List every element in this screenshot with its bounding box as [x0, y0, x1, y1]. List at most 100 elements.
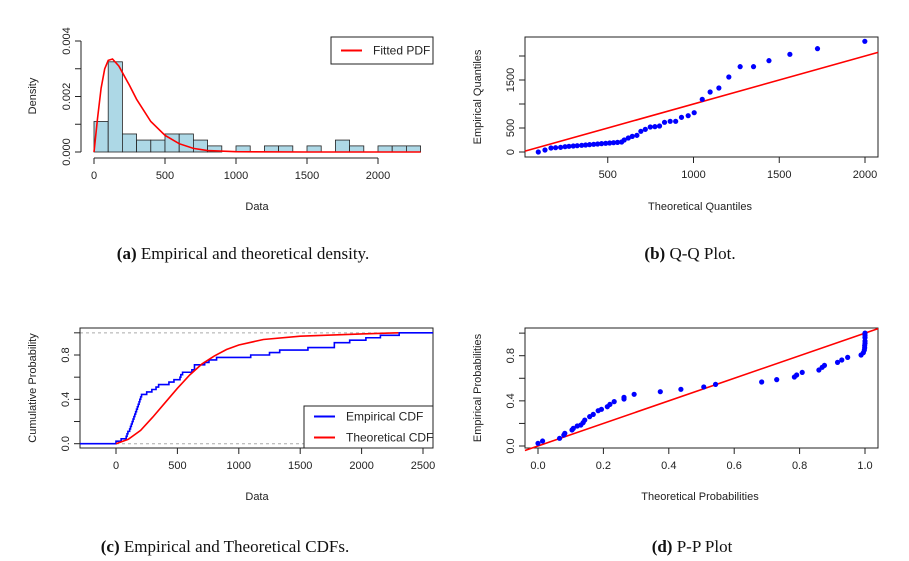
qq-point — [614, 139, 621, 145]
pp-point — [582, 417, 588, 423]
histogram-bar — [405, 145, 421, 153]
pp-point — [657, 389, 663, 395]
x-tick-label: 2000 — [349, 460, 373, 472]
qq-point — [750, 64, 757, 70]
x-tick-label: 0.4 — [661, 460, 676, 472]
qq-point — [656, 123, 663, 129]
histogram-bar — [207, 145, 223, 153]
panel-a-caption: (a) Empirical and theoretical density. — [117, 244, 369, 263]
qq-point — [685, 113, 691, 119]
panel-a-legend: Fitted PDF — [330, 36, 434, 65]
qq-point — [787, 51, 793, 57]
qq-point — [607, 140, 613, 146]
qq-point — [647, 124, 653, 130]
panel-a-axes: 0 500 1000 1500 2000 0.000 0.002 0.004 — [61, 27, 390, 182]
panel-a-histogram — [93, 61, 421, 153]
pp-reference-line — [524, 327, 879, 452]
panel-c-plot-box — [79, 327, 434, 449]
qq-point — [586, 142, 593, 148]
qq-point — [625, 135, 631, 141]
x-tick-label: 500 — [156, 170, 174, 182]
y-tick-label: 500 — [505, 119, 517, 137]
y-tick-label: 0.004 — [61, 27, 73, 55]
panel-b-points — [535, 38, 868, 155]
histogram-bar — [306, 145, 322, 153]
y-tick-label: 0.002 — [61, 83, 73, 111]
qq-point — [707, 89, 713, 95]
pp-point — [712, 381, 719, 387]
pp-point — [845, 354, 851, 360]
x-tick-label: 0.2 — [596, 460, 611, 472]
histogram-bar — [150, 139, 166, 153]
x-tick-label: 1000 — [224, 170, 248, 182]
qq-point — [667, 118, 673, 124]
y-tick-label: 0.4 — [60, 392, 72, 407]
panel-c-legend: Empirical CDF Theoretical CDF — [303, 405, 434, 449]
y-tick-label: 0 — [505, 149, 517, 155]
pp-point — [794, 372, 800, 378]
qq-point — [557, 144, 564, 150]
pp-point — [701, 384, 707, 390]
qq-point — [621, 137, 627, 143]
panel-c-ylabel: Cumulative Probability — [27, 333, 39, 443]
histogram-bar — [278, 145, 294, 153]
x-tick-label: 0.0 — [530, 460, 545, 472]
pp-point — [678, 386, 684, 392]
x-tick-label: 0 — [91, 170, 97, 182]
panel-d-points — [535, 330, 868, 446]
y-tick-label: 0.8 — [60, 347, 72, 362]
legend-label: Theoretical CDF — [346, 431, 433, 445]
empirical-cdf-line — [80, 332, 433, 445]
legend-label: Empirical CDF — [346, 410, 423, 424]
panel-b-caption-text: Q-Q Plot. — [665, 244, 735, 263]
qq-point — [591, 141, 597, 147]
x-tick-label: 0 — [113, 460, 119, 472]
qq-point — [699, 96, 705, 102]
qq-point — [766, 58, 772, 64]
histogram-bar — [122, 133, 138, 153]
pp-point — [821, 362, 828, 369]
panel-c-caption: (c) Empirical and Theoretical CDFs. — [101, 537, 349, 556]
x-tick-label: 2000 — [366, 170, 390, 182]
qq-point — [661, 119, 668, 125]
qq-point — [652, 124, 658, 130]
y-tick-label: 0.4 — [505, 393, 517, 408]
panel-b-xlabel: Theoretical Quantiles — [648, 201, 752, 213]
panel-c-xlabel: Data — [245, 491, 269, 503]
x-tick-label: 500 — [599, 169, 617, 181]
histogram-bar — [334, 139, 350, 153]
pp-point — [539, 438, 546, 444]
pp-point — [570, 425, 576, 431]
pp-point — [799, 369, 805, 376]
panel-d-xlabel: Theoretical Probabilities — [641, 491, 759, 503]
y-tick-label: 1500 — [505, 68, 517, 92]
qq-point — [673, 118, 679, 124]
legend-label: Fitted PDF — [373, 44, 430, 58]
histogram-bar — [136, 139, 152, 153]
pp-point — [862, 330, 868, 336]
qq-point — [542, 147, 548, 153]
panel-b-plot-box — [524, 36, 879, 158]
qq-point — [629, 133, 635, 139]
panel-a-ylabel: Density — [27, 77, 39, 114]
pp-point — [556, 435, 563, 441]
x-tick-label: 1500 — [288, 460, 312, 472]
legend-box — [303, 405, 434, 449]
panel-d-ylabel: Empirical Probabilities — [472, 333, 484, 442]
panel-a-xlabel: Data — [245, 201, 269, 213]
panel-d-axes: 0.0 0.2 0.4 0.6 0.8 1.0 0.0 0.4 0.8 — [505, 327, 879, 472]
qq-point — [691, 110, 697, 116]
qq-point — [716, 85, 722, 91]
panel-c-caption-label: (c) — [101, 537, 120, 556]
panel-d-caption-label: (d) — [652, 537, 673, 556]
histogram-bar — [391, 145, 407, 153]
histogram-bar — [349, 145, 365, 153]
x-tick-label: 500 — [168, 460, 186, 472]
x-tick-label: 0.8 — [792, 460, 807, 472]
qq-point — [553, 145, 559, 151]
qq-point — [570, 143, 576, 149]
histogram-bar — [178, 133, 194, 153]
qq-point — [583, 142, 589, 148]
qq-point — [562, 144, 568, 150]
pp-point — [631, 391, 637, 397]
